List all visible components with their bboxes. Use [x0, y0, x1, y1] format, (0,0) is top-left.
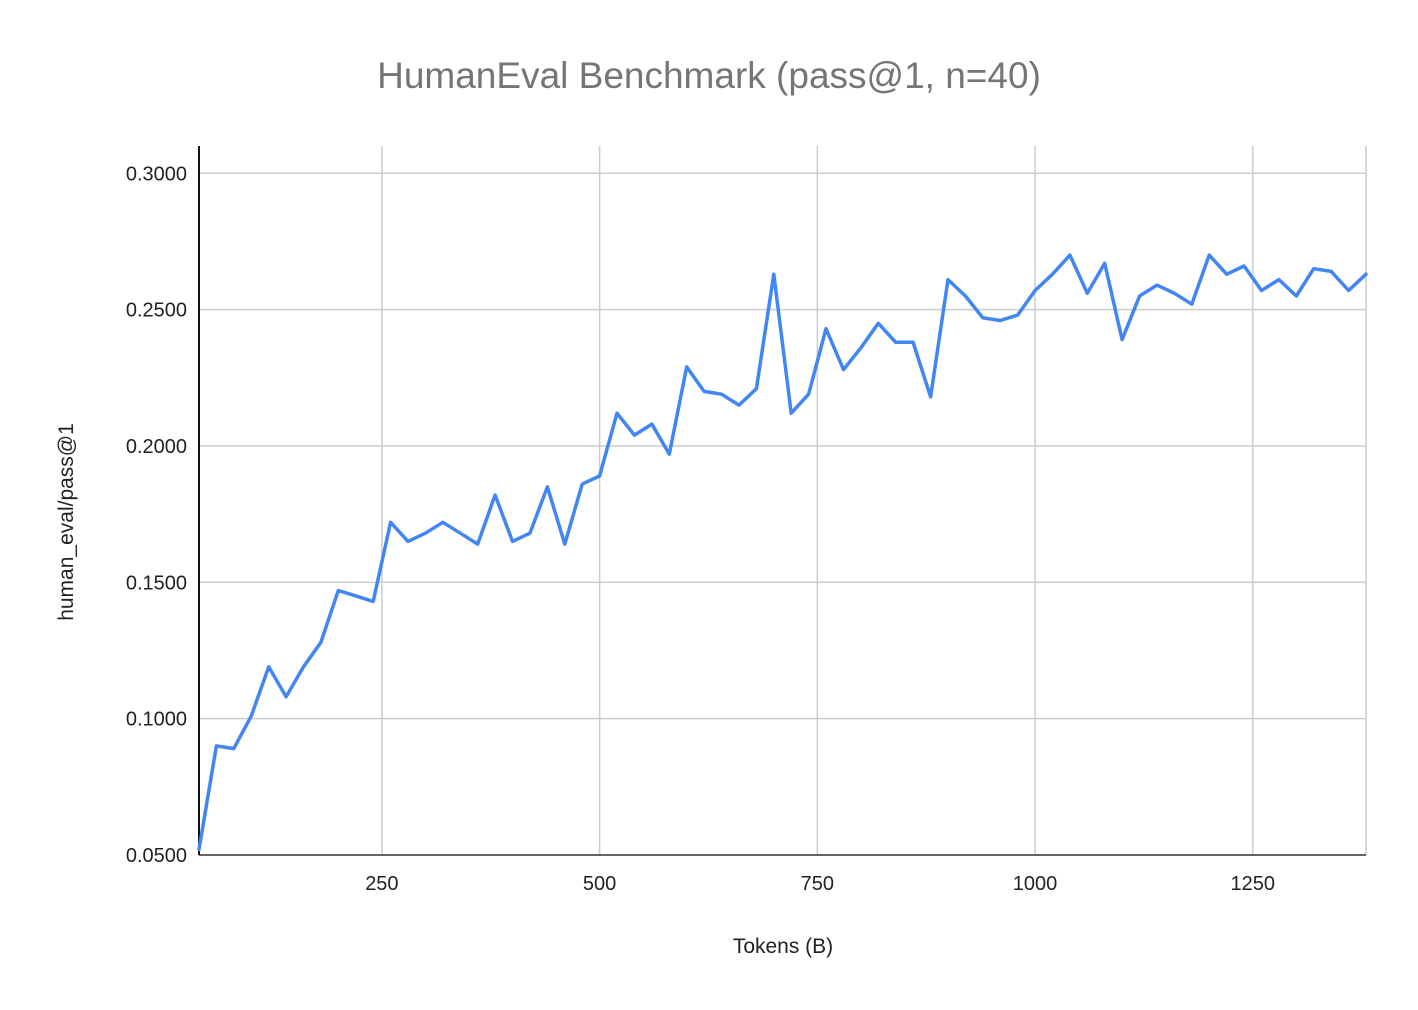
x-axis-label: Tokens (B) — [733, 935, 833, 958]
tick-labels: 0.0500 0.1000 0.1500 0.2000 0.2500 0.3000 250 5… — [126, 163, 1275, 895]
x-tick-label: 1000 — [1013, 873, 1058, 895]
x-tick-label: 750 — [801, 873, 834, 895]
x-tick-label: 250 — [365, 873, 398, 895]
grid-lines — [199, 146, 1367, 855]
y-tick-label: 0.3000 — [126, 163, 187, 185]
chart-title: HumanEval Benchmark (pass@1, n=40) — [377, 55, 1041, 96]
axes — [198, 146, 1366, 856]
y-tick-label: 0.2000 — [126, 436, 187, 458]
x-tick-label: 500 — [583, 873, 616, 895]
x-tick-label: 1250 — [1231, 873, 1276, 895]
y-tick-label: 0.0500 — [126, 845, 187, 867]
series-layer — [197, 253, 1368, 852]
y-tick-label: 0.1500 — [126, 572, 187, 594]
y-tick-label: 0.1000 — [126, 709, 187, 731]
y-axis-label: human_eval/pass@1 — [55, 423, 78, 621]
y-tick-label: 0.2500 — [126, 300, 187, 322]
series-line — [197, 253, 1368, 852]
